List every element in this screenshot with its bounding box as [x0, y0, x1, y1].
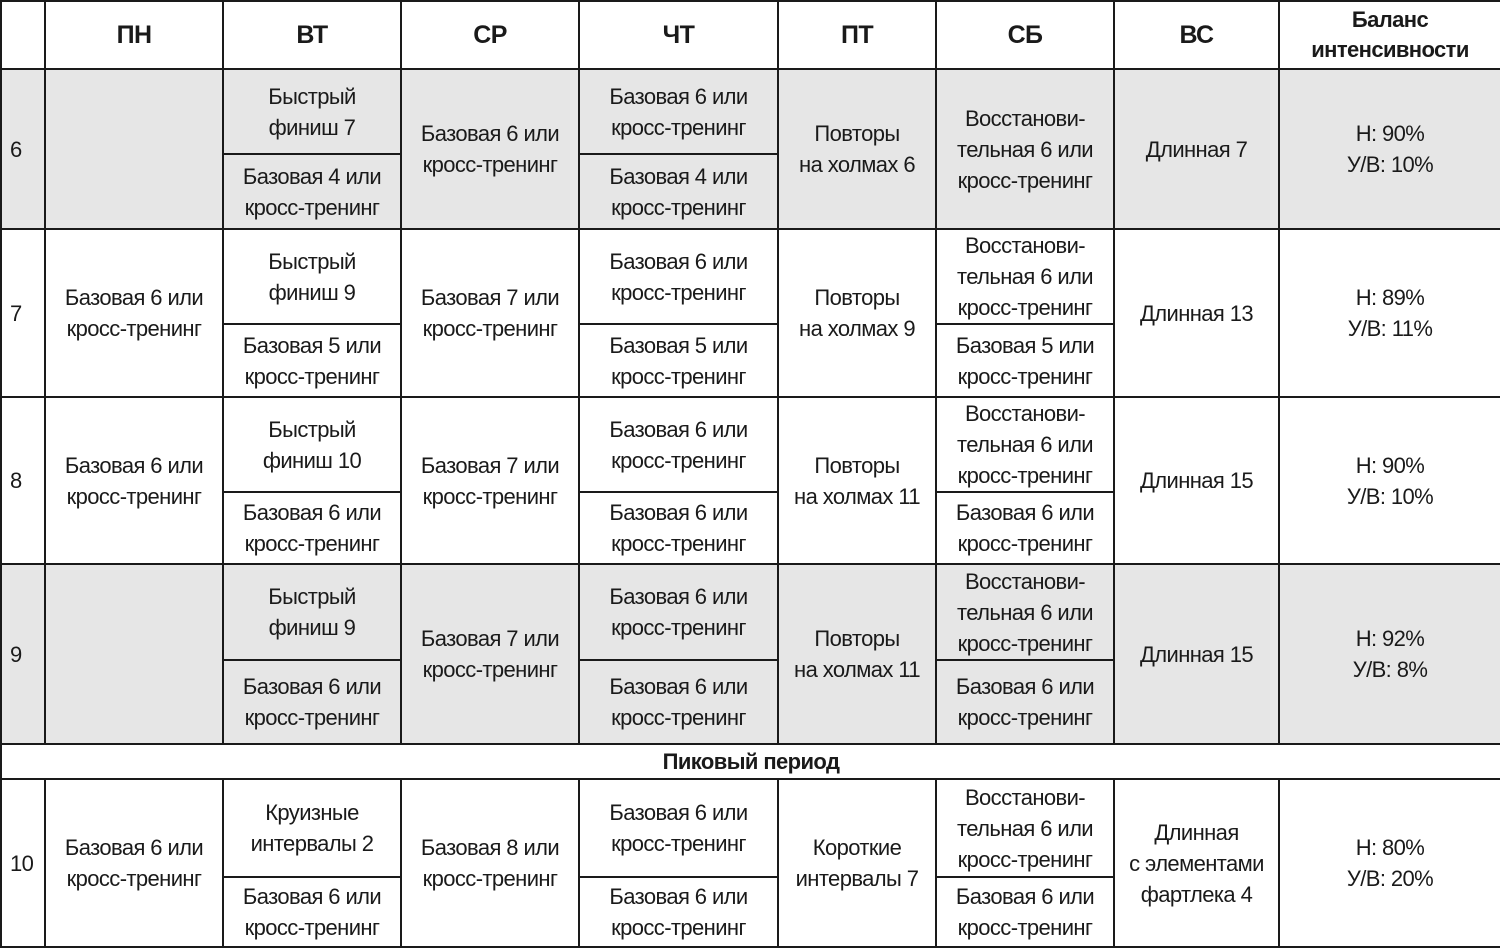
- week-number: 7: [0, 228, 46, 398]
- cell-tue-alternative: Базовая 6 или кросс-тренинг: [222, 876, 402, 948]
- cell-wed: Базовая 8 или кросс-тренинг: [400, 778, 580, 948]
- section-row: Пиковый период: [0, 743, 1500, 780]
- cell-thu-primary: Базовая 6 или кросс-тренинг: [578, 228, 779, 325]
- intensity-balance: Н: 92% У/В: 8%: [1278, 563, 1500, 745]
- header-fri: ПТ: [777, 0, 937, 70]
- cell-sat: Восстанови- тельная 6 или кросс-тренинг: [935, 68, 1115, 230]
- cell-sun: Длинная 13: [1113, 228, 1280, 398]
- cell-thu-alternative: Базовая 6 или кросс-тренинг: [578, 659, 779, 745]
- week-number: 10: [0, 778, 46, 948]
- header-tue: ВТ: [222, 0, 402, 70]
- header-week: [0, 0, 46, 70]
- cell-wed: Базовая 7 или кросс-тренинг: [400, 563, 580, 745]
- intensity-balance: Н: 80% У/В: 20%: [1278, 778, 1500, 948]
- cell-tue-alternative: Базовая 5 или кросс-тренинг: [222, 323, 402, 398]
- week-number: 8: [0, 396, 46, 565]
- cell-fri: Повторы на холмах 11: [777, 396, 937, 565]
- cell-mon: Базовая 6 или кросс-тренинг: [44, 396, 224, 565]
- header-sat: СБ: [935, 0, 1115, 70]
- cell-mon: [44, 563, 224, 745]
- intensity-balance: Н: 90% У/В: 10%: [1278, 396, 1500, 565]
- cell-fri: Повторы на холмах 11: [777, 563, 937, 745]
- cell-mon: Базовая 6 или кросс-тренинг: [44, 228, 224, 398]
- cell-sun: Длинная 15: [1113, 563, 1280, 745]
- cell-sun: Длинная с элементами фартлека 4: [1113, 778, 1280, 948]
- cell-sat-alternative: Базовая 6 или кросс-тренинг: [935, 659, 1115, 745]
- cell-sat-alternative: Базовая 6 или кросс-тренинг: [935, 491, 1115, 565]
- week-subrow: Базовая 6 или кросс-тренинг Базовая 6 или…: [1, 659, 1500, 745]
- cell-mon: Базовая 6 или кросс-тренинг: [44, 778, 224, 948]
- cell-fri: Короткие интервалы 7: [777, 778, 937, 948]
- cell-tue-primary: Быстрый финиш 9: [222, 563, 402, 661]
- cell-wed: Базовая 7 или кросс-тренинг: [400, 396, 580, 565]
- section-title: Пиковый период: [0, 743, 1500, 780]
- week-row: 6 Быстрый финиш 7 Базовая 6 или кросс-трен…: [0, 68, 1500, 230]
- cell-tue-alternative: Базовая 6 или кросс-тренинг: [222, 659, 402, 745]
- cell-wed: Базовая 6 или кросс-тренинг: [400, 68, 580, 230]
- week-subrow: Базовая 4 или кросс-тренинг Базовая 4 или…: [1, 153, 1500, 230]
- cell-thu-alternative: Базовая 5 или кросс-тренинг: [578, 323, 779, 398]
- cell-sat-primary: Восстанови- тельная 6 или кросс-тренинг: [935, 228, 1115, 325]
- cell-fri: Повторы на холмах 6: [777, 68, 937, 230]
- week-subrow: Базовая 6 или кросс-тренинг Базовая 6 или…: [1, 876, 1500, 948]
- cell-tue-alternative: Базовая 4 или кросс-тренинг: [222, 153, 402, 230]
- cell-mon: [44, 68, 224, 230]
- week-row: 8 Базовая 6 или кросс-тренинг Быстрый фини…: [0, 396, 1500, 565]
- cell-thu-primary: Базовая 6 или кросс-тренинг: [578, 778, 779, 878]
- week-row: 10 Базовая 6 или кросс-тренинг Круизные ин…: [0, 778, 1500, 948]
- cell-wed: Базовая 7 или кросс-тренинг: [400, 228, 580, 398]
- header-balance: Баланс интенсивности: [1278, 0, 1500, 70]
- week-row: 7 Базовая 6 или кросс-тренинг Быстрый фини…: [0, 228, 1500, 398]
- cell-tue-primary: Быстрый финиш 7: [222, 68, 402, 155]
- cell-fri: Повторы на холмах 9: [777, 228, 937, 398]
- week-number: 9: [0, 563, 46, 745]
- cell-thu-primary: Базовая 6 или кросс-тренинг: [578, 396, 779, 493]
- cell-tue-primary: Круизные интервалы 2: [222, 778, 402, 878]
- cell-thu-alternative: Базовая 6 или кросс-тренинг: [578, 491, 779, 565]
- cell-tue-primary: Быстрый финиш 9: [222, 228, 402, 325]
- cell-sat-alternative: Базовая 6 или кросс-тренинг: [935, 876, 1115, 948]
- week-row: 9 Быстрый финиш 9 Базовая 7 или кросс-трен…: [0, 563, 1500, 745]
- header-mon: ПН: [44, 0, 224, 70]
- header-wed: СР: [400, 0, 580, 70]
- cell-thu-alternative: Базовая 6 или кросс-тренинг: [578, 876, 779, 948]
- intensity-balance: Н: 89% У/В: 11%: [1278, 228, 1500, 398]
- header-sun: ВС: [1113, 0, 1280, 70]
- intensity-balance: Н: 90% У/В: 10%: [1278, 68, 1500, 230]
- cell-tue-alternative: Базовая 6 или кросс-тренинг: [222, 491, 402, 565]
- week-subrow: Базовая 5 или кросс-тренинг Базовая 5 или…: [1, 323, 1500, 398]
- cell-sat-primary: Восстанови- тельная 6 или кросс-тренинг: [935, 563, 1115, 661]
- cell-thu-alternative: Базовая 4 или кросс-тренинг: [578, 153, 779, 230]
- header-row: ПН ВТ СР ЧТ ПТ СБ ВС Баланс интенсивност…: [0, 0, 1500, 70]
- week-number: 6: [0, 68, 46, 230]
- header-thu: ЧТ: [578, 0, 779, 70]
- cell-thu-primary: Базовая 6 или кросс-тренинг: [578, 563, 779, 661]
- cell-sat-primary: Восстанови- тельная 6 или кросс-тренинг: [935, 396, 1115, 493]
- cell-sun: Длинная 7: [1113, 68, 1280, 230]
- week-subrow: Базовая 6 или кросс-тренинг Базовая 6 или…: [1, 491, 1500, 565]
- cell-sat-primary: Восстанови- тельная 6 или кросс-тренинг: [935, 778, 1115, 878]
- cell-thu-primary: Базовая 6 или кросс-тренинг: [578, 68, 779, 155]
- cell-tue-primary: Быстрый финиш 10: [222, 396, 402, 493]
- cell-sun: Длинная 15: [1113, 396, 1280, 565]
- cell-sat-alternative: Базовая 5 или кросс-тренинг: [935, 323, 1115, 398]
